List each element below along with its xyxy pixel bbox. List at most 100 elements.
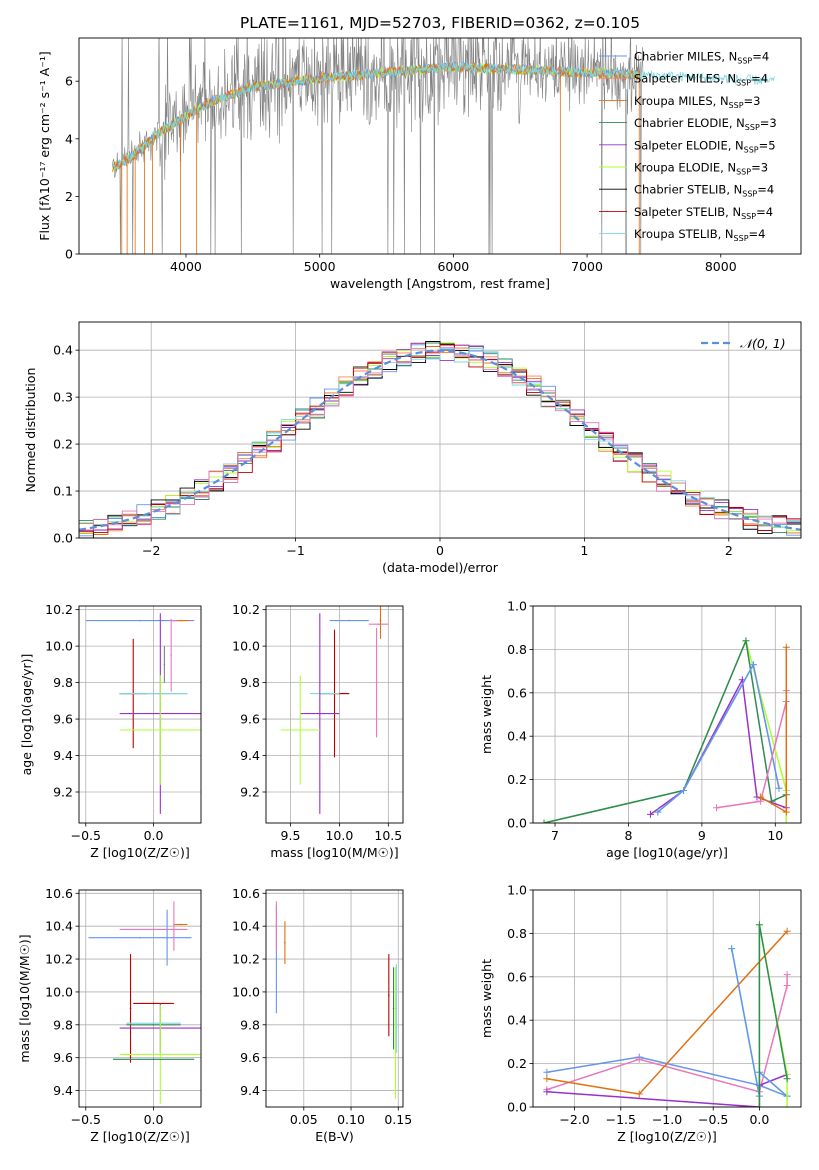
mass_vs_ebv-grid — [266, 890, 403, 1107]
legend-text-part: Kroupa ELODIE, N — [634, 161, 736, 175]
mass_vs_Z-xtick-label: 0.0 — [144, 1112, 164, 1127]
spectrum-ytick-label: 4 — [65, 131, 73, 146]
weight_vs_age-ylabel: mass weight — [479, 675, 494, 754]
age_vs_Z-ytick-label: 10.0 — [45, 639, 73, 654]
weight_vs_Z-marker — [543, 1088, 551, 1096]
age_vs_mass-ytick-label: 9.4 — [240, 748, 260, 763]
age_vs_Z-point — [163, 663, 166, 666]
residuals-xtick-label: −1 — [286, 543, 304, 558]
legend-text-sub: SSP — [736, 168, 751, 177]
legend-text-part: =4 — [757, 183, 774, 197]
age_vs_mass-xlabel: mass [log10(M/M☉)] — [270, 845, 398, 860]
age_vs_Z-point — [173, 619, 175, 622]
weight_vs_Z-ytick-label: 0.0 — [507, 1100, 527, 1115]
legend-text-part: Salpeter ELODIE, N — [634, 138, 744, 152]
mass_vs_ebv-ytick-label: 9.8 — [240, 1017, 260, 1032]
spectrum-legend-label: Chabrier ELODIE, NSSP=3 — [634, 116, 777, 132]
age_vs_mass-ytick-label: 9.8 — [240, 675, 260, 690]
weight_vs_Z-ytick-label: 0.6 — [507, 969, 527, 984]
spectrum-ytick-label: 0 — [65, 247, 73, 262]
age_vs_mass-ytick-label: 10.2 — [232, 602, 260, 617]
weight_vs_Z-ytick-label: 0.8 — [507, 926, 527, 941]
residuals-xtick-label: 0 — [436, 543, 444, 558]
weight_vs_Z-marker — [783, 927, 791, 935]
age_vs_Z-point — [170, 654, 172, 657]
age_vs_mass-frame — [265, 605, 404, 824]
spectrum-legend-label: Salpeter STELIB, NSSP=4 — [634, 205, 773, 221]
residuals-ylabel: Normed distribution — [23, 368, 38, 493]
residuals-ytick-label: 0.3 — [53, 390, 73, 405]
spectrum-plot-area — [112, 38, 775, 254]
age_vs_Z-ytick-label: 9.8 — [53, 675, 73, 690]
mass_vs_ebv-point — [392, 1007, 395, 1010]
legend-text-sub: SSP — [736, 79, 751, 88]
mass_vs_Z-point — [166, 936, 168, 939]
mass_vs_ebv-xtick-label: 0.10 — [337, 1112, 365, 1127]
weight_vs_age-marker — [713, 804, 721, 812]
spectrum-xlabel: wavelength [Angstrom, rest frame] — [330, 276, 550, 291]
mass_vs_Z-point — [173, 925, 175, 927]
weight_vs_Z-xtick-label: −0.5 — [698, 1112, 728, 1127]
mass_vs_ebv-xtick-label: 0.05 — [290, 1112, 318, 1127]
mass_vs_Z-point — [152, 1002, 155, 1005]
legend-text-part: Kroupa STELIB, N — [634, 227, 734, 241]
spectrum-legend-label: Kroupa MILES, NSSP=3 — [634, 94, 760, 110]
mass_vs_ebv-panel: 0.05 0.10 0.15 9.4 9.6 9.8 10.0 10.2 10.4 10.6 E(B… — [232, 886, 412, 1144]
age_vs_Z-frame — [78, 605, 202, 824]
age_vs_Z-xtick-label: 0.0 — [144, 828, 164, 843]
weight_vs_Z-marker — [755, 921, 763, 929]
age_vs_mass-ytick-label: 10.0 — [232, 639, 260, 654]
age_vs_mass-panel: 9.5 10.0 10.5 9.2 9.4 9.6 9.8 10.0 10.2 mass [log… — [232, 602, 404, 860]
weight_vs_age-series-line — [657, 662, 780, 813]
weight_vs_age-plot-area — [540, 637, 790, 823]
mass_vs_Z-plot-area — [88, 901, 201, 1104]
mass_vs_Z-ytick-label: 10.4 — [45, 919, 73, 934]
mass_vs_ebv-point — [395, 1007, 398, 1010]
spectrum-xtick-label: 7000 — [571, 259, 603, 274]
mass_vs_ebv-point — [275, 958, 278, 960]
spectrum-legend-label: Salpeter MILES, NSSP=4 — [634, 72, 768, 88]
weight_vs_age-marker — [775, 784, 783, 792]
age_vs_mass-point — [323, 692, 326, 695]
residual-legend-label: 𝒩(0, 1) — [740, 336, 786, 351]
mass_vs_ebv-plot-area — [275, 901, 398, 1099]
weight_vs_age-marker — [654, 808, 662, 816]
mass_vs_ebv-ytick-label: 10.0 — [232, 984, 260, 999]
mass_vs_ebv-ytick-label: 10.4 — [232, 919, 260, 934]
mass_vs_Z-ytick-label: 9.6 — [53, 1050, 73, 1065]
weight_vs_age-marker — [782, 819, 790, 823]
weight_vs_age-ytick-label: 1.0 — [507, 599, 527, 614]
legend-text-sub: SSP — [745, 123, 760, 132]
weight_vs_age-ytick-label: 0.6 — [507, 685, 527, 700]
age_vs_mass-xtick-label: 9.5 — [281, 828, 301, 843]
weight_vs_Z-marker — [783, 971, 791, 979]
weight_vs_Z-series-line — [546, 1056, 788, 1097]
weight_vs_age-xlabel: age [log10(age/yr)] — [606, 845, 728, 860]
weight_vs_age-ytick-label: 0.0 — [507, 816, 527, 831]
mass_vs_Z-point — [179, 923, 182, 926]
residual-histogram — [79, 341, 801, 538]
weight_vs_age-marker — [742, 637, 750, 645]
weight_vs_Z-frame — [532, 889, 802, 1108]
legend-text-part: =3 — [751, 161, 768, 175]
mass_vs_ebv-ytick-label: 10.2 — [232, 952, 260, 967]
weight_vs_Z-ytick-label: 1.0 — [507, 883, 527, 898]
age_vs_mass-point — [375, 681, 378, 684]
mass_vs_Z-xlabel: Z [log10(Z/Z☉)] — [90, 1129, 190, 1144]
mass_vs_Z-point — [129, 1007, 132, 1010]
age_vs_Z-plot-area — [85, 613, 201, 814]
weight_vs_Z-xlabel: Z [log10(Z/Z☉)] — [617, 1129, 717, 1144]
weight_vs_age-marker — [646, 810, 654, 818]
weight_vs_Z-marker — [783, 981, 791, 989]
legend-text-part: Salpeter MILES, N — [634, 72, 736, 86]
mass_vs_Z-frame — [78, 889, 202, 1108]
legend-text-sub: SSP — [742, 190, 757, 199]
weight_vs_Z-ylabel: mass weight — [479, 959, 494, 1038]
mass_vs_ebv-ytick-label: 9.6 — [240, 1050, 260, 1065]
weight_vs_age-marker — [749, 661, 757, 669]
residuals-xtick-label: 1 — [580, 543, 588, 558]
spectrum-ytick-label: 6 — [65, 74, 73, 89]
age_vs_Z-point — [139, 619, 141, 622]
weight_vs_age-xtick-label: 8 — [624, 828, 632, 843]
mass_vs_Z-ytick-label: 10.6 — [45, 886, 73, 901]
